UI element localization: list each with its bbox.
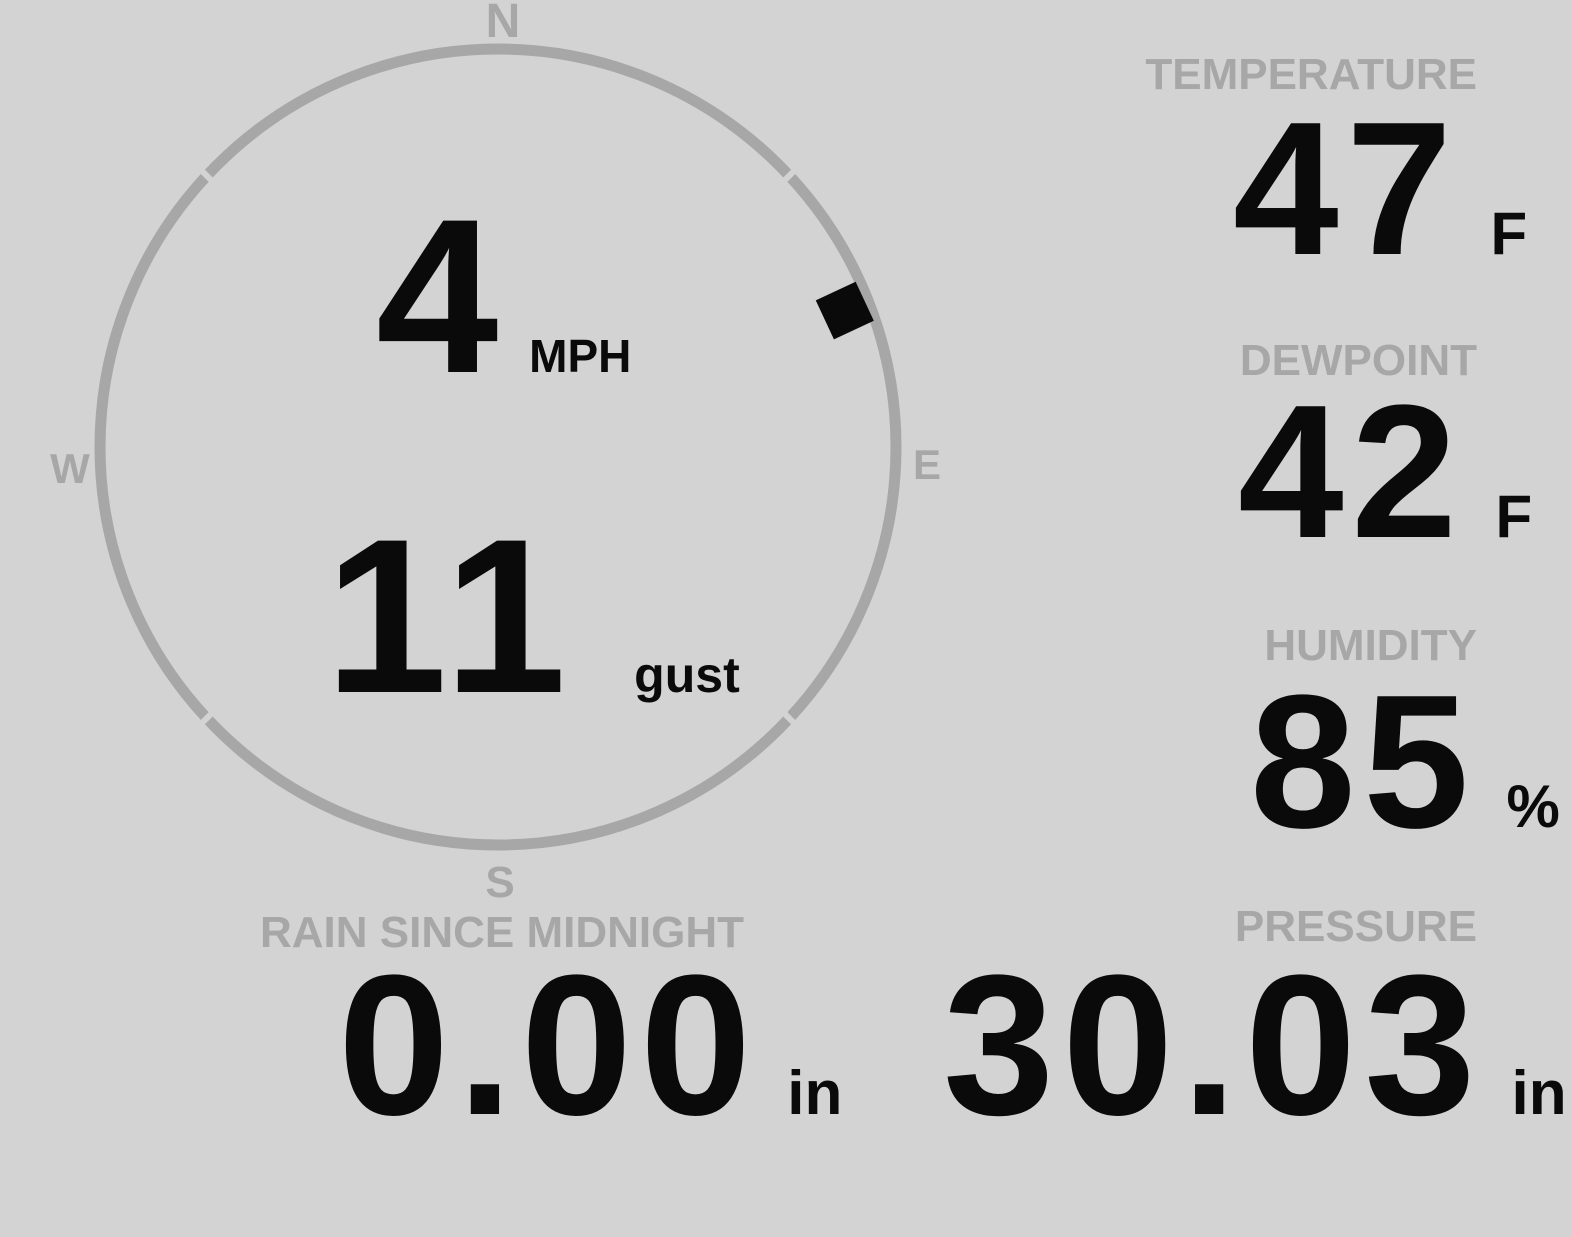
cardinal-north: N [485, 0, 521, 48]
wind-direction-marker-icon [815, 281, 874, 340]
rain-reading: 0.00 in [338, 934, 843, 1157]
wind-speed: 4 MPH [376, 173, 632, 419]
humidity-value: 85 [1250, 656, 1477, 868]
compass-ring [94, 43, 902, 851]
rain-label: RAIN SINCE MIDNIGHT [260, 908, 744, 957]
ring-notch-sw [194, 705, 220, 731]
ring-notch-se [776, 705, 802, 731]
humidity-reading: 85 % [1250, 656, 1560, 868]
pressure-value: 30.03 [943, 934, 1484, 1157]
pressure-label: PRESSURE [1234, 902, 1477, 951]
dewpoint-label: DEWPOINT [1239, 336, 1477, 385]
temperature-value: 47 [1233, 83, 1460, 295]
humidity-label: HUMIDITY [1264, 621, 1477, 670]
wind-speed-value: 4 [376, 173, 508, 419]
cardinal-east: E [912, 441, 942, 488]
wind-gust-unit: gust [634, 647, 740, 703]
rain-value: 0.00 [338, 934, 760, 1157]
rain-unit: in [787, 1059, 843, 1128]
ring-notch-nw [194, 163, 220, 189]
dewpoint-reading: 42 F [1238, 366, 1533, 578]
cardinal-south: S [485, 858, 515, 907]
wind-speed-unit: MPH [529, 330, 632, 382]
cardinal-west: W [50, 445, 90, 492]
temperature-reading: 47 F [1233, 83, 1528, 295]
pressure-unit: in [1511, 1059, 1567, 1128]
dewpoint-value: 42 [1238, 366, 1465, 578]
pressure-reading: 30.03 in [943, 934, 1567, 1157]
wind-gust: 11 gust [325, 493, 740, 739]
wind-gust-value: 11 [325, 493, 576, 739]
ring-notch-ne [776, 163, 802, 189]
temperature-label: TEMPERATURE [1145, 50, 1477, 99]
temperature-unit: F [1490, 200, 1528, 267]
dewpoint-unit: F [1495, 483, 1533, 550]
humidity-unit: % [1506, 773, 1560, 840]
